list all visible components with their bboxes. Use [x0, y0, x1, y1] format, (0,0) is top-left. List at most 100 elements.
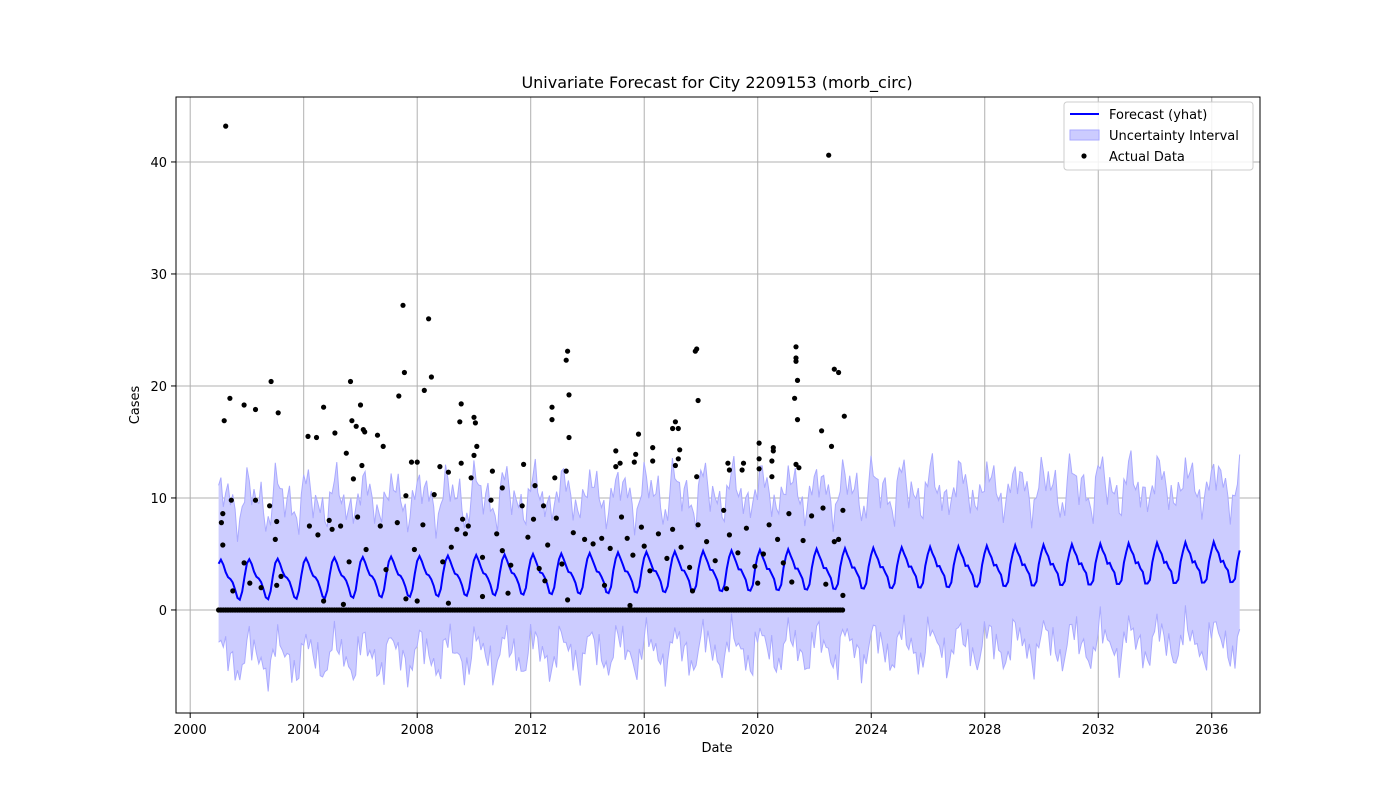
actual-data-point [689, 588, 696, 594]
actual-data-point [437, 464, 443, 470]
actual-data-point [396, 393, 402, 399]
actual-data-point [362, 429, 368, 435]
actual-data-point [223, 123, 229, 129]
actual-data-point [694, 474, 700, 480]
actual-data-point [769, 474, 775, 480]
actual-data-point [542, 578, 548, 584]
actual-data-point [677, 447, 683, 453]
actual-data-point [408, 459, 415, 465]
actual-data-point [756, 456, 762, 462]
actual-data-point [601, 582, 608, 588]
legend-interval-swatch [1069, 129, 1100, 141]
actual-data-point [221, 418, 227, 424]
legend-actual-label: Actual Data [1109, 150, 1185, 165]
actual-data-point [638, 524, 645, 530]
x-tick-label: 2036 [1195, 723, 1228, 738]
actual-data-point [508, 562, 514, 568]
actual-data-point [631, 459, 637, 465]
y-tick-label: 20 [150, 380, 167, 395]
actual-data-point [670, 425, 676, 432]
actual-data-point [841, 413, 847, 419]
actual-data-point [792, 395, 798, 401]
actual-data-point [635, 431, 642, 437]
actual-data-point [274, 518, 280, 525]
actual-data-point [471, 414, 477, 420]
actual-data-point [641, 543, 647, 549]
actual-data-point [252, 497, 259, 503]
actual-data-point [726, 532, 733, 538]
actual-data-point [655, 531, 662, 537]
actual-data-point [599, 535, 605, 541]
actual-data-point [403, 493, 409, 499]
actual-data-zero-points [216, 607, 846, 613]
actual-data-point [563, 357, 569, 363]
actual-data-point [411, 546, 417, 553]
y-tick-label: 10 [150, 492, 167, 507]
actual-data-point [735, 550, 741, 556]
actual-data-point [650, 458, 656, 464]
actual-data-point [831, 366, 837, 372]
actual-data-point [618, 514, 625, 520]
forecast-line [217, 538, 1241, 602]
actual-data-point [793, 344, 799, 350]
actual-data-point [836, 536, 842, 543]
actual-data-point [332, 430, 338, 436]
actual-data-point [826, 152, 832, 158]
actual-data-point [647, 568, 653, 574]
actual-data-point [275, 410, 281, 416]
actual-data-point [340, 601, 346, 608]
actual-data-point [760, 551, 767, 557]
actual-data-point [471, 452, 477, 458]
actual-data-point [607, 545, 613, 552]
legend: Forecast (yhat) Uncertainty Interval Act… [1063, 101, 1254, 171]
actual-data-point [566, 392, 572, 398]
actual-data-point [359, 462, 365, 469]
actual-data-point [353, 423, 359, 429]
actual-data-point [355, 514, 361, 520]
actual-data-point [766, 522, 772, 528]
legend-actual-swatch [1081, 153, 1087, 159]
actual-data-point [532, 483, 538, 489]
uncertainty-interval-upper-edge [218, 450, 1241, 542]
actual-data-point [421, 387, 427, 393]
actual-data-point [553, 515, 559, 521]
actual-data-point [836, 369, 842, 376]
actual-data-point [315, 532, 321, 538]
actual-data-point [840, 507, 846, 513]
axes-frame [175, 96, 1261, 714]
actual-data-point [831, 539, 837, 545]
uncertainty-interval [218, 450, 1240, 692]
x-tick-label: 2004 [287, 723, 320, 738]
actual-data-point [769, 458, 775, 464]
actual-data-point [448, 544, 454, 550]
y-tick-label: 30 [150, 268, 167, 283]
actual-data-point [278, 573, 284, 580]
actual-data-point [789, 579, 795, 585]
actual-data-point [465, 523, 471, 529]
actual-data-point [400, 302, 406, 308]
actual-data-point [460, 516, 466, 522]
actual-data-point [228, 497, 234, 503]
actual-data-point [346, 559, 352, 565]
actual-data-point [672, 419, 679, 425]
actual-data-point [428, 374, 434, 380]
actual-data-point [695, 522, 701, 528]
actual-data-point [794, 417, 801, 423]
actual-data-point [613, 448, 619, 454]
actual-data-point [462, 531, 468, 537]
actual-data-point [672, 462, 679, 469]
actual-data-point [313, 434, 320, 441]
y-axis: 0 10 20 30 40 [150, 156, 176, 619]
actual-data-point [505, 590, 511, 596]
actual-data-point [394, 520, 400, 526]
actual-data-point [227, 395, 233, 401]
x-tick-label: 2000 [174, 723, 207, 738]
actual-data-point [549, 404, 555, 410]
actual-data-point [499, 548, 505, 554]
chart-title: Univariate Forecast for City 2209153 (mo… [521, 73, 912, 93]
actual-data-point [272, 536, 278, 543]
actual-data-point [268, 378, 274, 385]
actual-data-point [218, 520, 224, 526]
actual-data-point [840, 592, 846, 599]
actual-data-point [241, 560, 247, 566]
